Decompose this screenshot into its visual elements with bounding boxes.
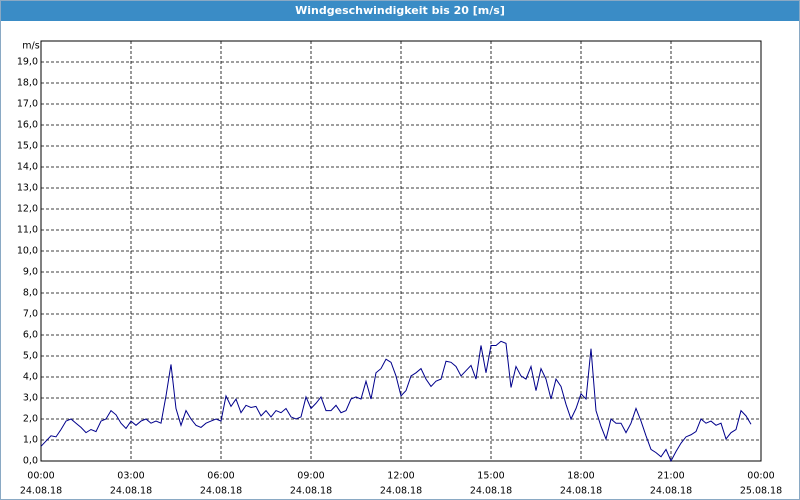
- y-tick-label: 19,0: [17, 57, 38, 68]
- x-tick-label: 03:00: [117, 471, 144, 482]
- y-tick-label: 1,0: [23, 435, 38, 446]
- x-tick-label: 00:00: [27, 471, 54, 482]
- y-tick-label: 3,0: [23, 393, 38, 404]
- x-tick-label: 09:00: [297, 471, 324, 482]
- x-tick-label: 12:00: [387, 471, 414, 482]
- y-tick-label: 0,0: [23, 456, 38, 467]
- y-unit: m/s: [22, 41, 39, 52]
- x-tick-label: 15:00: [477, 471, 504, 482]
- x-tick-date: 24.08.18: [560, 486, 602, 497]
- x-tick-date: 24.08.18: [290, 486, 332, 497]
- y-tick-label: 18,0: [17, 78, 38, 89]
- y-tick-label: 2,0: [23, 414, 38, 425]
- y-tick-label: 9,0: [23, 267, 38, 278]
- y-tick-label: 16,0: [17, 120, 38, 131]
- x-tick-date: 24.08.18: [20, 486, 62, 497]
- y-tick-label: 8,0: [23, 288, 38, 299]
- x-tick-date: 24.08.18: [470, 486, 512, 497]
- data-line: [40, 340, 752, 463]
- x-tick-label: 06:00: [207, 471, 234, 482]
- x-tick-label: 00:00: [747, 471, 774, 482]
- x-tick-label: 18:00: [567, 471, 594, 482]
- y-tick-label: 17,0: [17, 99, 38, 110]
- y-tick-label: 13,0: [17, 183, 38, 194]
- y-tick-label: 5,0: [23, 351, 38, 362]
- y-tick-label: 6,0: [23, 330, 38, 341]
- y-tick-label: 11,0: [17, 225, 38, 236]
- y-tick-label: 10,0: [17, 246, 38, 257]
- y-tick-label: 15,0: [17, 141, 38, 152]
- x-tick-date: 24.08.18: [380, 486, 422, 497]
- y-tick-label: 4,0: [23, 372, 38, 383]
- x-tick-label: 21:00: [657, 471, 684, 482]
- x-tick-date: 25.08.18: [740, 486, 782, 497]
- x-tick-date: 24.08.18: [200, 486, 242, 497]
- title-bar: Windgeschwindigkeit bis 20 [m/s]: [1, 1, 799, 21]
- y-tick-label: 7,0: [23, 309, 38, 320]
- y-tick-label: 14,0: [17, 162, 38, 173]
- x-tick-date: 24.08.18: [110, 486, 152, 497]
- x-tick-date: 24.08.18: [650, 486, 692, 497]
- y-tick-label: 12,0: [17, 204, 38, 215]
